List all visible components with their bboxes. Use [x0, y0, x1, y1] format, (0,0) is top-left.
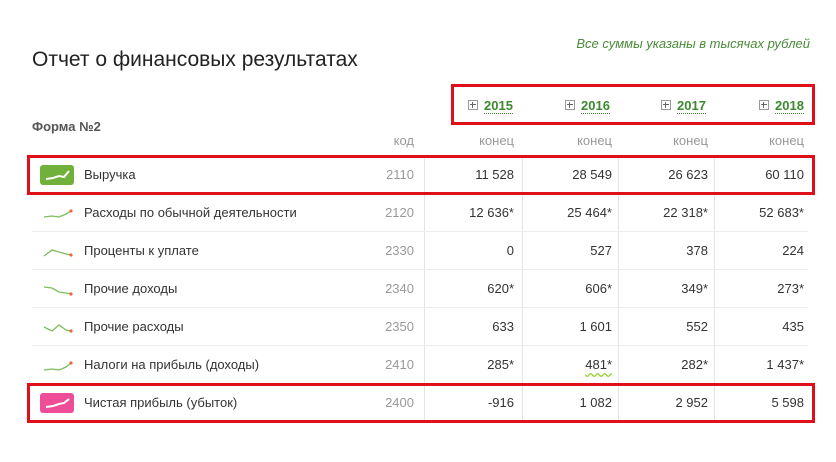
- table-row-income-tax[interactable]: Налоги на прибыль (доходы) 2410 285* 481…: [32, 346, 808, 384]
- code-column-header: код: [393, 133, 414, 148]
- value-2018: 273*: [777, 281, 804, 296]
- value-2017: 22 318*: [663, 205, 708, 220]
- row-label: Прочие расходы: [84, 319, 184, 334]
- table-row-other-income[interactable]: Прочие доходы 2340 620* 606* 349* 273*: [32, 270, 808, 308]
- row-label: Чистая прибыль (убыток): [84, 395, 238, 410]
- table-row-other-expenses[interactable]: Прочие расходы 2350 633 1 601 552 435: [32, 308, 808, 346]
- trend-zigzag-icon: [42, 321, 74, 339]
- year-2016-toggle[interactable]: 2016: [565, 98, 610, 114]
- value-2015: -916: [487, 395, 514, 410]
- value-2017: 282*: [681, 357, 708, 372]
- row-label: Расходы по обычной деятельности: [84, 205, 297, 220]
- period-header-2016: конец: [577, 133, 612, 148]
- value-2017: 2 952: [675, 395, 708, 410]
- year-label[interactable]: 2018: [775, 98, 804, 114]
- column-divider: [424, 157, 425, 421]
- period-header-2015: конец: [479, 133, 514, 148]
- year-2015-toggle[interactable]: 2015: [468, 98, 513, 114]
- value-2015: 285*: [487, 357, 514, 372]
- column-divider: [522, 157, 523, 421]
- value-2017: 378: [686, 243, 708, 258]
- value-2017: 552: [686, 319, 708, 334]
- column-divider: [618, 157, 619, 421]
- row-code: 2410: [385, 357, 414, 372]
- page-title: Отчет о финансовых результатах: [32, 48, 358, 71]
- row-divider: [32, 307, 808, 308]
- year-2017-toggle[interactable]: 2017: [661, 98, 706, 114]
- value-2015: 633: [492, 319, 514, 334]
- value-2015: 12 636*: [469, 205, 514, 220]
- table-row-net-profit[interactable]: Чистая прибыль (убыток) 2400 -916 1 082 …: [32, 384, 808, 422]
- currency-note: Все суммы указаны в тысячах рублей: [576, 36, 810, 51]
- year-2018-toggle[interactable]: 2018: [759, 98, 804, 114]
- trend-up-icon: [42, 359, 74, 377]
- trend-peak-icon: [42, 245, 74, 263]
- value-2016: 481*: [585, 357, 612, 372]
- expand-plus-icon[interactable]: [565, 100, 575, 110]
- row-label: Налоги на прибыль (доходы): [84, 357, 260, 372]
- value-2016: 25 464*: [567, 205, 612, 220]
- period-header-2018: конец: [769, 133, 804, 148]
- row-divider: [32, 345, 808, 346]
- value-2016: 1 082: [579, 395, 612, 410]
- value-2016: 527: [590, 243, 612, 258]
- table-row-expenses[interactable]: Расходы по обычной деятельности 2120 12 …: [32, 194, 808, 232]
- expand-plus-icon[interactable]: [661, 100, 671, 110]
- year-label[interactable]: 2015: [484, 98, 513, 114]
- expand-plus-icon[interactable]: [468, 100, 478, 110]
- value-2016: 1 601: [579, 319, 612, 334]
- form-label: Форма №2: [32, 119, 101, 134]
- value-2018: 435: [782, 319, 804, 334]
- table-row-revenue[interactable]: Выручка 2110 11 528 28 549 26 623 60 110: [32, 156, 808, 194]
- net-profit-highlight-box: [27, 383, 815, 423]
- row-code: 2400: [385, 395, 414, 410]
- year-label[interactable]: 2017: [677, 98, 706, 114]
- row-label: Прочие доходы: [84, 281, 178, 296]
- value-2018: 224: [782, 243, 804, 258]
- value-2016: 606*: [585, 281, 612, 296]
- year-label[interactable]: 2016: [581, 98, 610, 114]
- value-2015: 11 528: [475, 167, 514, 182]
- row-label: Проценты к уплате: [84, 243, 199, 258]
- value-2018: 1 437*: [766, 357, 804, 372]
- table-row-interest[interactable]: Проценты к уплате 2330 0 527 378 224: [32, 232, 808, 270]
- column-divider: [714, 157, 715, 421]
- expand-plus-icon[interactable]: [759, 100, 769, 110]
- trend-up-badge-icon: [40, 393, 74, 413]
- value-2015: 620*: [487, 281, 514, 296]
- years-highlight-box: [451, 84, 815, 125]
- value-2016: 28 549: [572, 167, 612, 182]
- row-code: 2120: [385, 205, 414, 220]
- value-2017: 26 623: [668, 167, 708, 182]
- trend-up-icon: [42, 207, 74, 225]
- period-header-2017: конец: [673, 133, 708, 148]
- row-code: 2350: [385, 319, 414, 334]
- value-2018: 52 683*: [759, 205, 804, 220]
- row-divider: [32, 269, 808, 270]
- row-divider: [32, 231, 808, 232]
- value-2018: 60 110: [765, 167, 804, 182]
- row-label: Выручка: [84, 167, 136, 182]
- value-2017: 349*: [681, 281, 708, 296]
- row-code: 2340: [385, 281, 414, 296]
- value-2018: 5 598: [771, 395, 804, 410]
- trend-down-icon: [42, 283, 74, 301]
- row-code: 2330: [385, 243, 414, 258]
- revenue-highlight-box: [27, 155, 815, 195]
- row-code: 2110: [386, 167, 414, 182]
- trend-up-badge-icon: [40, 165, 74, 185]
- value-2015: 0: [506, 243, 514, 258]
